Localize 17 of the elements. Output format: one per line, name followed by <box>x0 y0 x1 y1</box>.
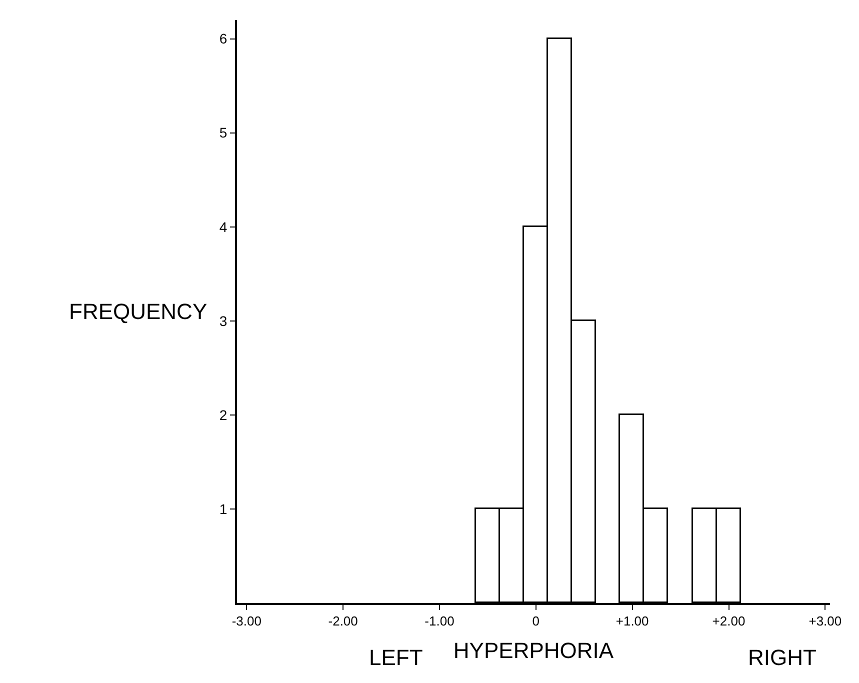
x-tick-label: +2.00 <box>712 614 746 629</box>
text: RIGHT <box>748 645 816 670</box>
x-tick-label: -1.00 <box>424 614 454 629</box>
x-tick-label: +1.00 <box>616 614 649 629</box>
x-tick-label: -3.00 <box>232 614 262 629</box>
x-axis-title: HYPERPHORIA <box>453 638 614 663</box>
y-tick-label: 5 <box>219 124 228 141</box>
x-tick-label: +3.00 <box>808 614 842 629</box>
x-tick-label: 0 <box>532 614 540 629</box>
y-axis-title: FREQUENCY <box>69 299 208 324</box>
y-tick-label: 1 <box>219 500 228 517</box>
y-tick-label: 4 <box>219 218 228 235</box>
y-tick-label: 3 <box>219 312 228 329</box>
text: LEFT <box>369 645 423 670</box>
y-tick-label: 2 <box>219 406 228 423</box>
x-tick-label: -2.00 <box>328 614 358 629</box>
y-tick-label: 6 <box>219 30 228 47</box>
